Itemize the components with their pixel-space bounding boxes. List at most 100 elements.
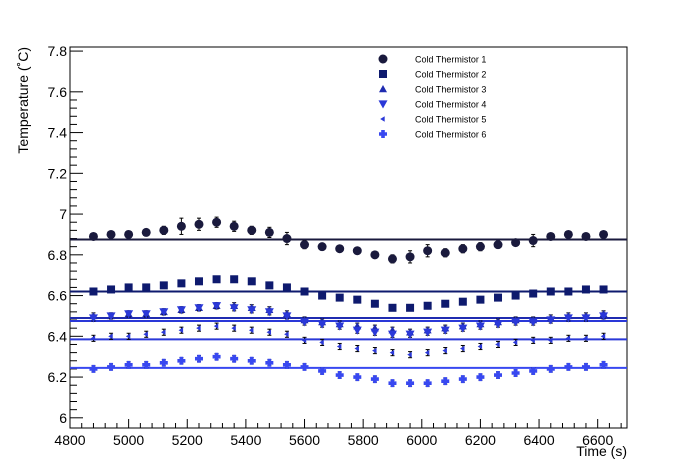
data-point [106, 312, 116, 321]
x-axis-label: Time (s) [576, 443, 627, 459]
legend-label-6: Cold Thermistor 6 [415, 130, 486, 140]
data-point [564, 362, 573, 371]
axis-ticks: 4800 5000 5200 5400 5600 5800 6000 6200 6400 6600… [48, 43, 622, 448]
series-1 [88, 216, 609, 264]
data-point [194, 219, 204, 229]
data-point [370, 328, 380, 337]
data-point [300, 240, 310, 250]
data-point [282, 234, 292, 244]
data-point [475, 322, 485, 331]
data-point [247, 225, 257, 235]
data-point [106, 229, 116, 239]
data-point [512, 339, 518, 346]
data-point [494, 371, 503, 380]
data-point [352, 326, 362, 335]
data-point [300, 318, 310, 327]
data-point [581, 231, 591, 241]
legend-marker-4 [378, 100, 388, 109]
legend-label-4: Cold Thermistor 4 [415, 100, 486, 110]
data-point [476, 373, 485, 382]
data-point [493, 240, 503, 250]
data-point [424, 349, 430, 356]
data-point [547, 337, 553, 344]
data-point [159, 225, 169, 235]
y-tick-label: 7.8 [48, 43, 68, 59]
data-point [353, 373, 362, 382]
data-point [528, 318, 538, 327]
data-point [194, 304, 204, 313]
data-point [301, 337, 307, 344]
data-point [125, 333, 131, 340]
data-point [389, 349, 395, 356]
series-6 [89, 352, 608, 388]
data-point [565, 335, 571, 342]
data-point [229, 221, 239, 231]
y-tick-label: 7 [59, 206, 67, 222]
x-tick-label: 5400 [230, 432, 261, 448]
data-point [264, 227, 274, 237]
data-point [142, 283, 151, 292]
data-point [370, 250, 380, 260]
data-point [423, 301, 432, 310]
data-point [319, 339, 324, 346]
data-point [124, 360, 133, 369]
data-point [318, 291, 327, 300]
data-point [423, 379, 432, 388]
data-point [600, 333, 606, 340]
legend-marker-3 [379, 85, 387, 93]
data-point [440, 248, 450, 258]
data-point [89, 287, 98, 296]
data-point [247, 356, 256, 365]
data-point [372, 347, 377, 354]
data-point [212, 352, 221, 361]
y-tick-label: 6.4 [48, 328, 68, 344]
data-point [406, 379, 415, 388]
data-point [530, 337, 535, 344]
data-point [353, 295, 362, 304]
data-point [458, 324, 468, 333]
data-point [563, 314, 573, 323]
series-2 [89, 275, 608, 312]
data-point [529, 366, 538, 375]
data-point [300, 362, 309, 371]
mean-lines [70, 238, 627, 369]
data-point [511, 291, 520, 300]
data-point [495, 341, 500, 348]
data-point [336, 343, 342, 350]
data-point [282, 360, 291, 369]
data-point [352, 246, 362, 256]
data-point [107, 285, 116, 294]
data-point [247, 306, 257, 315]
data-point [159, 358, 168, 367]
data-point [229, 304, 239, 313]
data-point [370, 375, 379, 384]
data-point [460, 345, 465, 352]
y-tick-label: 6.2 [48, 369, 68, 385]
y-tick-label: 7.4 [48, 125, 68, 141]
data-point [177, 356, 186, 365]
data-point [89, 364, 98, 373]
data-points [88, 216, 609, 388]
data-point [423, 328, 433, 337]
data-point [178, 327, 184, 334]
data-point [142, 360, 151, 369]
data-point [88, 231, 98, 241]
data-point [511, 318, 521, 327]
x-tick-label: 5200 [172, 432, 203, 448]
data-point [212, 217, 222, 227]
data-point [599, 229, 609, 239]
data-point [266, 329, 272, 336]
data-point [599, 312, 609, 321]
data-point [212, 275, 221, 284]
data-point [317, 320, 327, 329]
data-point [108, 333, 113, 340]
data-point [247, 277, 256, 286]
y-tick-label: 6 [59, 410, 67, 426]
data-point [176, 306, 186, 315]
data-point [407, 351, 412, 358]
data-point [248, 327, 254, 334]
data-point [161, 329, 166, 336]
data-point [213, 323, 219, 329]
data-point [354, 345, 359, 352]
data-point [583, 335, 588, 342]
